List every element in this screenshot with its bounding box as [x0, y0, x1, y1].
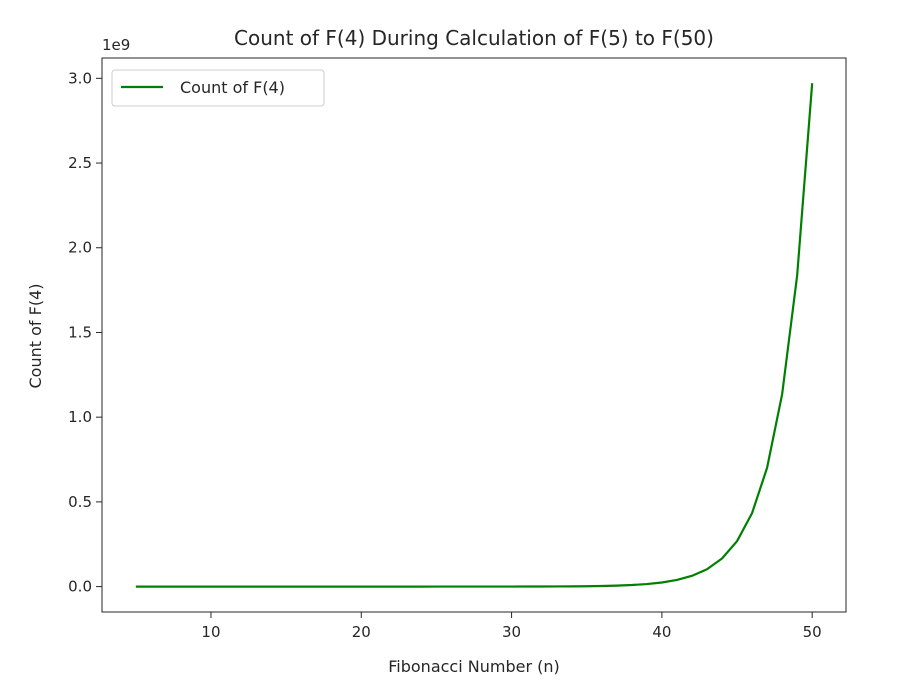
y-axis-offset-text: 1e9 [102, 36, 130, 54]
x-axis-ticks: 10 20 30 40 50 [201, 612, 822, 641]
y-tick-label: 3.0 [68, 69, 92, 87]
y-axis-label: Count of F(4) [26, 284, 45, 389]
legend: Count of F(4) [111, 69, 325, 107]
x-tick-label: 50 [803, 623, 822, 641]
chart-title: Count of F(4) During Calculation of F(5)… [234, 26, 714, 50]
series-layer [135, 83, 814, 588]
plot-frame [101, 57, 847, 613]
series-line-count-of-f4 [135, 83, 814, 588]
y-tick-label: 0.0 [68, 578, 92, 596]
y-tick-label: 0.5 [68, 493, 92, 511]
legend-box [111, 69, 325, 107]
x-tick-label: 30 [502, 623, 521, 641]
y-tick-label: 1.0 [68, 408, 92, 426]
y-tick-label: 2.5 [68, 154, 92, 172]
legend-label: Count of F(4) [180, 78, 285, 97]
x-tick-label: 40 [652, 623, 671, 641]
y-tick-label: 2.0 [68, 239, 92, 257]
x-tick-label: 20 [352, 623, 371, 641]
y-axis-ticks: 0.0 0.5 1.0 1.5 2.0 2.5 3.0 [68, 69, 102, 596]
x-tick-label: 10 [201, 623, 220, 641]
plot-area [102, 58, 846, 612]
x-axis-label: Fibonacci Number (n) [388, 657, 559, 676]
y-tick-label: 1.5 [68, 323, 92, 341]
